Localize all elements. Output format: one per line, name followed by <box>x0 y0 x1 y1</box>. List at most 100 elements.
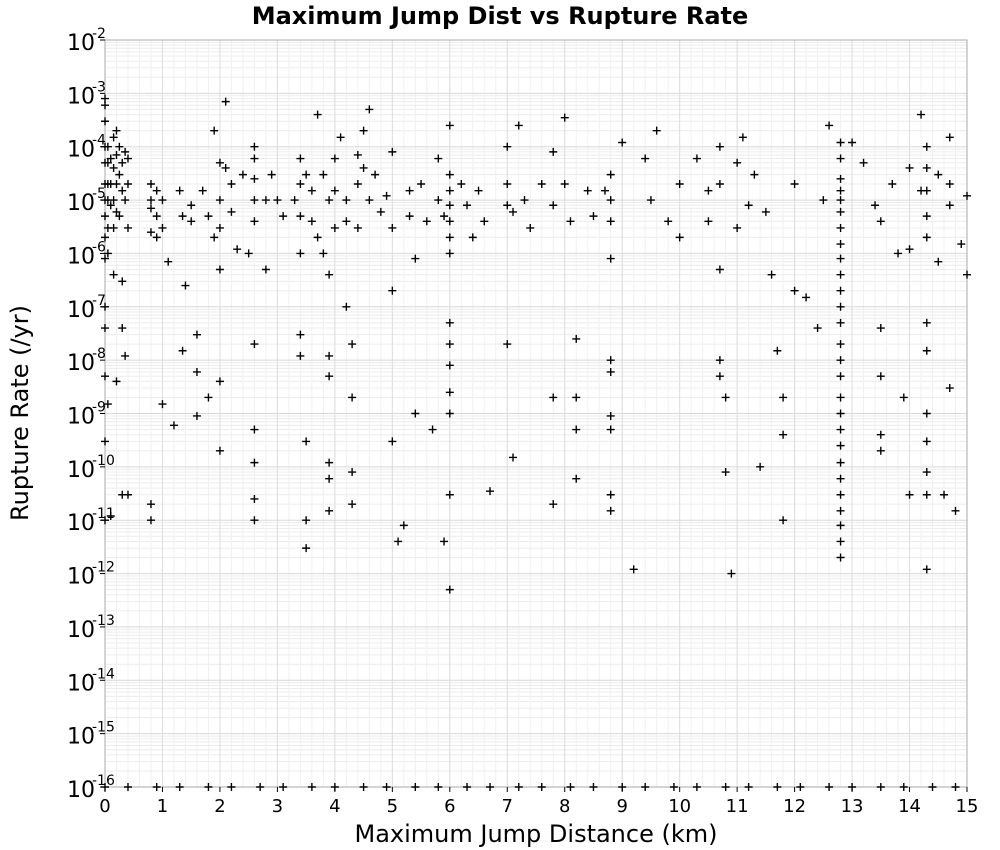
scatter-point <box>101 233 109 242</box>
y-tick-label: 10 <box>67 618 95 643</box>
scatter-point <box>876 324 885 333</box>
scatter-point <box>371 170 380 179</box>
scatter-point <box>261 265 270 274</box>
y-tick-exponent: -11 <box>92 506 115 522</box>
scatter-point <box>934 257 943 266</box>
scatter-point <box>325 351 334 360</box>
scatter-point <box>146 204 155 213</box>
floor-marker <box>589 783 598 791</box>
scatter-point <box>922 163 931 172</box>
scatter-point <box>250 340 259 349</box>
scatter-point <box>175 186 184 195</box>
scatter-point <box>945 133 954 142</box>
scatter-point <box>606 490 615 499</box>
scatter-point <box>109 133 118 142</box>
y-tick-label: 10 <box>67 405 95 430</box>
scatter-point <box>296 154 305 163</box>
scatter-point <box>836 490 845 499</box>
floor-marker <box>825 783 834 791</box>
scatter-point <box>836 302 845 311</box>
scatter-point <box>296 330 305 339</box>
scatter-point <box>646 196 655 205</box>
scatter-point <box>353 223 362 232</box>
scatter-point <box>109 270 118 279</box>
scatter-point <box>445 490 454 499</box>
scatter-point <box>940 490 949 499</box>
scatter-point <box>215 223 224 232</box>
scatter-point <box>560 113 569 122</box>
floor-marker <box>152 783 161 791</box>
floor-marker <box>359 783 368 791</box>
scatter-point <box>152 233 161 242</box>
scatter-point <box>103 400 112 409</box>
scatter-point <box>365 196 374 205</box>
scatter-point <box>606 170 615 179</box>
y-tick-label: 10 <box>67 191 95 216</box>
scatter-point <box>606 356 615 365</box>
y-tick-label: 10 <box>67 84 95 109</box>
scatter-point <box>210 233 219 242</box>
scatter-point <box>158 196 167 205</box>
scatter-point <box>922 233 931 242</box>
y-tick-exponent: -9 <box>92 400 106 416</box>
scatter-point <box>836 270 845 279</box>
floor-marker <box>796 783 805 791</box>
scatter-point <box>296 249 305 258</box>
scatter-point <box>945 384 954 393</box>
scatter-point <box>773 346 782 355</box>
scatter-point <box>474 186 483 195</box>
x-tick-label: 3 <box>272 796 283 817</box>
scatter-point <box>445 201 454 210</box>
scatter-point <box>733 223 742 232</box>
scatter-point <box>503 201 512 210</box>
scatter-point <box>376 207 385 216</box>
scatter-point <box>250 217 259 226</box>
x-tick-label: 6 <box>444 796 455 817</box>
x-tick-label: 7 <box>502 796 513 817</box>
scatter-point <box>388 223 397 232</box>
y-tick-exponent: -15 <box>92 720 115 736</box>
scatter-point <box>307 217 316 226</box>
scatter-point <box>319 170 328 179</box>
x-tick-label: 10 <box>668 796 691 817</box>
scatter-point <box>836 441 845 450</box>
scatter-point <box>836 340 845 349</box>
scatter-point <box>101 437 109 446</box>
scatter-point <box>146 516 155 525</box>
x-tick-label: 8 <box>559 796 570 817</box>
floor-marker <box>175 783 184 791</box>
scatter-point <box>434 154 443 163</box>
scatter-point <box>486 487 495 496</box>
scatter-point <box>152 212 161 221</box>
scatter-point <box>123 180 132 189</box>
scatter-point <box>606 217 615 226</box>
scatter-point <box>692 154 701 163</box>
scatter-point <box>198 186 207 195</box>
scatter-point <box>109 163 118 172</box>
scatter-point <box>549 201 558 210</box>
scatter-point <box>118 186 127 195</box>
scatter-point <box>405 186 414 195</box>
scatter-point <box>302 170 311 179</box>
x-tick-label: 5 <box>387 796 398 817</box>
scatter-point <box>859 158 868 167</box>
scatter-point <box>101 117 109 126</box>
scatter-point <box>549 393 558 402</box>
scatter-point <box>951 506 960 515</box>
scatter-point <box>836 196 845 205</box>
floor-marker <box>641 783 650 791</box>
scatter-point <box>215 265 224 274</box>
scatter-point <box>121 351 130 360</box>
scatter-point <box>537 180 546 189</box>
scatter-point <box>876 217 885 226</box>
scatter-point <box>836 223 845 232</box>
scatter-point <box>509 453 518 462</box>
scatter-point <box>922 437 931 446</box>
scatter-point <box>652 126 661 135</box>
scatter-point <box>922 186 931 195</box>
y-tick-exponent: -13 <box>92 613 115 629</box>
y-tick-label: 10 <box>67 725 95 750</box>
scatter-point <box>589 212 598 221</box>
scatter-point <box>261 196 270 205</box>
scatter-point <box>738 133 747 142</box>
